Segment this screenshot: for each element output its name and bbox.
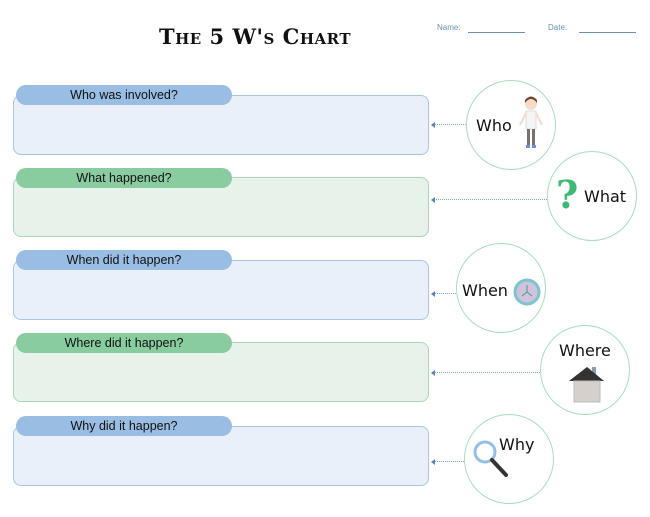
date-label: Date: [548,23,568,32]
what-word: What [584,187,627,206]
where-word: Where [559,341,611,360]
what-circle: ? What [547,151,637,241]
house-icon [569,367,604,403]
who-word: Who [476,116,512,135]
who-connector [431,121,466,128]
magnifier-icon [473,440,508,477]
who-circle: Who [466,80,556,170]
person-icon [519,96,543,148]
when-word: When [462,281,508,300]
where-circle: Where [540,325,630,415]
what-connector [431,196,547,203]
where-connector [431,369,540,376]
why-connector [431,458,464,465]
question-mark-icon: ? [556,172,579,217]
date-field[interactable] [579,32,636,33]
clock-icon [513,278,541,306]
page-title: The 5 W's Chart [158,24,351,49]
why-word: Why [499,435,535,454]
why-question: Why did it happen? [16,416,232,436]
name-field[interactable] [468,32,525,33]
when-connector [431,290,456,297]
why-circle: Why [464,414,554,504]
name-label: Name: [437,23,461,32]
what-question: What happened? [16,168,232,188]
who-question: Who was involved? [16,85,232,105]
where-question: Where did it happen? [16,333,232,353]
when-question: When did it happen? [16,250,232,270]
when-circle: When [456,243,546,333]
why-answer-box[interactable] [13,426,429,486]
